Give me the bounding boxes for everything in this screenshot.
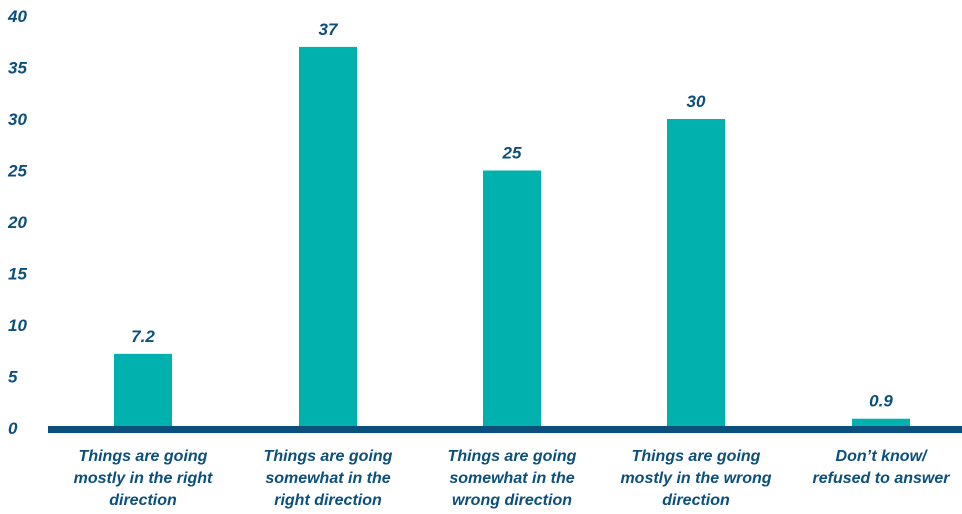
x-category-label-line: right direction bbox=[274, 492, 382, 509]
x-category-label-line: somewhat in the bbox=[449, 470, 574, 487]
x-category-label: Don’t know/refused to answer bbox=[813, 448, 951, 487]
x-category-label-line: somewhat in the bbox=[265, 470, 390, 487]
bar bbox=[667, 119, 725, 428]
y-tick-label: 5 bbox=[8, 368, 18, 387]
x-category-label-line: mostly in the right bbox=[74, 470, 213, 487]
x-category-label-line: refused to answer bbox=[813, 470, 951, 487]
x-category-label-line: Things are going bbox=[632, 448, 761, 465]
data-label: 7.2 bbox=[131, 327, 155, 346]
y-tick-label: 10 bbox=[8, 316, 27, 335]
x-category-label-line: Don’t know/ bbox=[836, 448, 929, 465]
x-category-label-line: Things are going bbox=[448, 448, 577, 465]
bar bbox=[483, 170, 541, 428]
bar bbox=[852, 418, 910, 428]
x-category-label: Things are going mostly in the wrong direc… bbox=[620, 448, 771, 509]
y-tick-label: 0 bbox=[8, 419, 18, 438]
bars bbox=[114, 46, 910, 429]
x-category-label-line: mostly in the wrong bbox=[620, 470, 771, 487]
x-category-label-line: direction bbox=[109, 492, 177, 509]
x-category-label: Things are going somewhat in the wrong dir… bbox=[448, 448, 577, 509]
y-tick-label: 35 bbox=[8, 59, 27, 78]
y-tick-label: 40 bbox=[7, 7, 27, 26]
y-axis-ticks: 0 5 10 15 20 25 30 35 40 bbox=[7, 7, 27, 438]
bar bbox=[299, 46, 357, 429]
x-category-label: Things are going mostly in the right direc… bbox=[74, 448, 213, 509]
x-category-label-line: wrong direction bbox=[452, 492, 572, 509]
x-category-label-line: Things are going bbox=[79, 448, 208, 465]
data-label: 37 bbox=[319, 20, 339, 39]
y-tick-label: 20 bbox=[7, 213, 27, 232]
data-label: 0.9 bbox=[869, 392, 893, 411]
x-category-label-line: Things are going bbox=[264, 448, 393, 465]
bar bbox=[114, 353, 172, 428]
x-axis-categories: Things are going mostly in the right direc… bbox=[74, 448, 951, 509]
data-labels: 7.2 37 25 30 0.9 bbox=[131, 20, 893, 411]
x-category-label-line: direction bbox=[662, 492, 730, 509]
y-tick-label: 25 bbox=[7, 162, 27, 181]
data-label: 25 bbox=[502, 144, 522, 163]
y-tick-label: 15 bbox=[8, 265, 27, 284]
data-label: 30 bbox=[687, 92, 706, 111]
x-axis-line bbox=[48, 426, 962, 433]
x-category-label: Things are going somewhat in the right dir… bbox=[264, 448, 393, 509]
y-tick-label: 30 bbox=[8, 110, 27, 129]
